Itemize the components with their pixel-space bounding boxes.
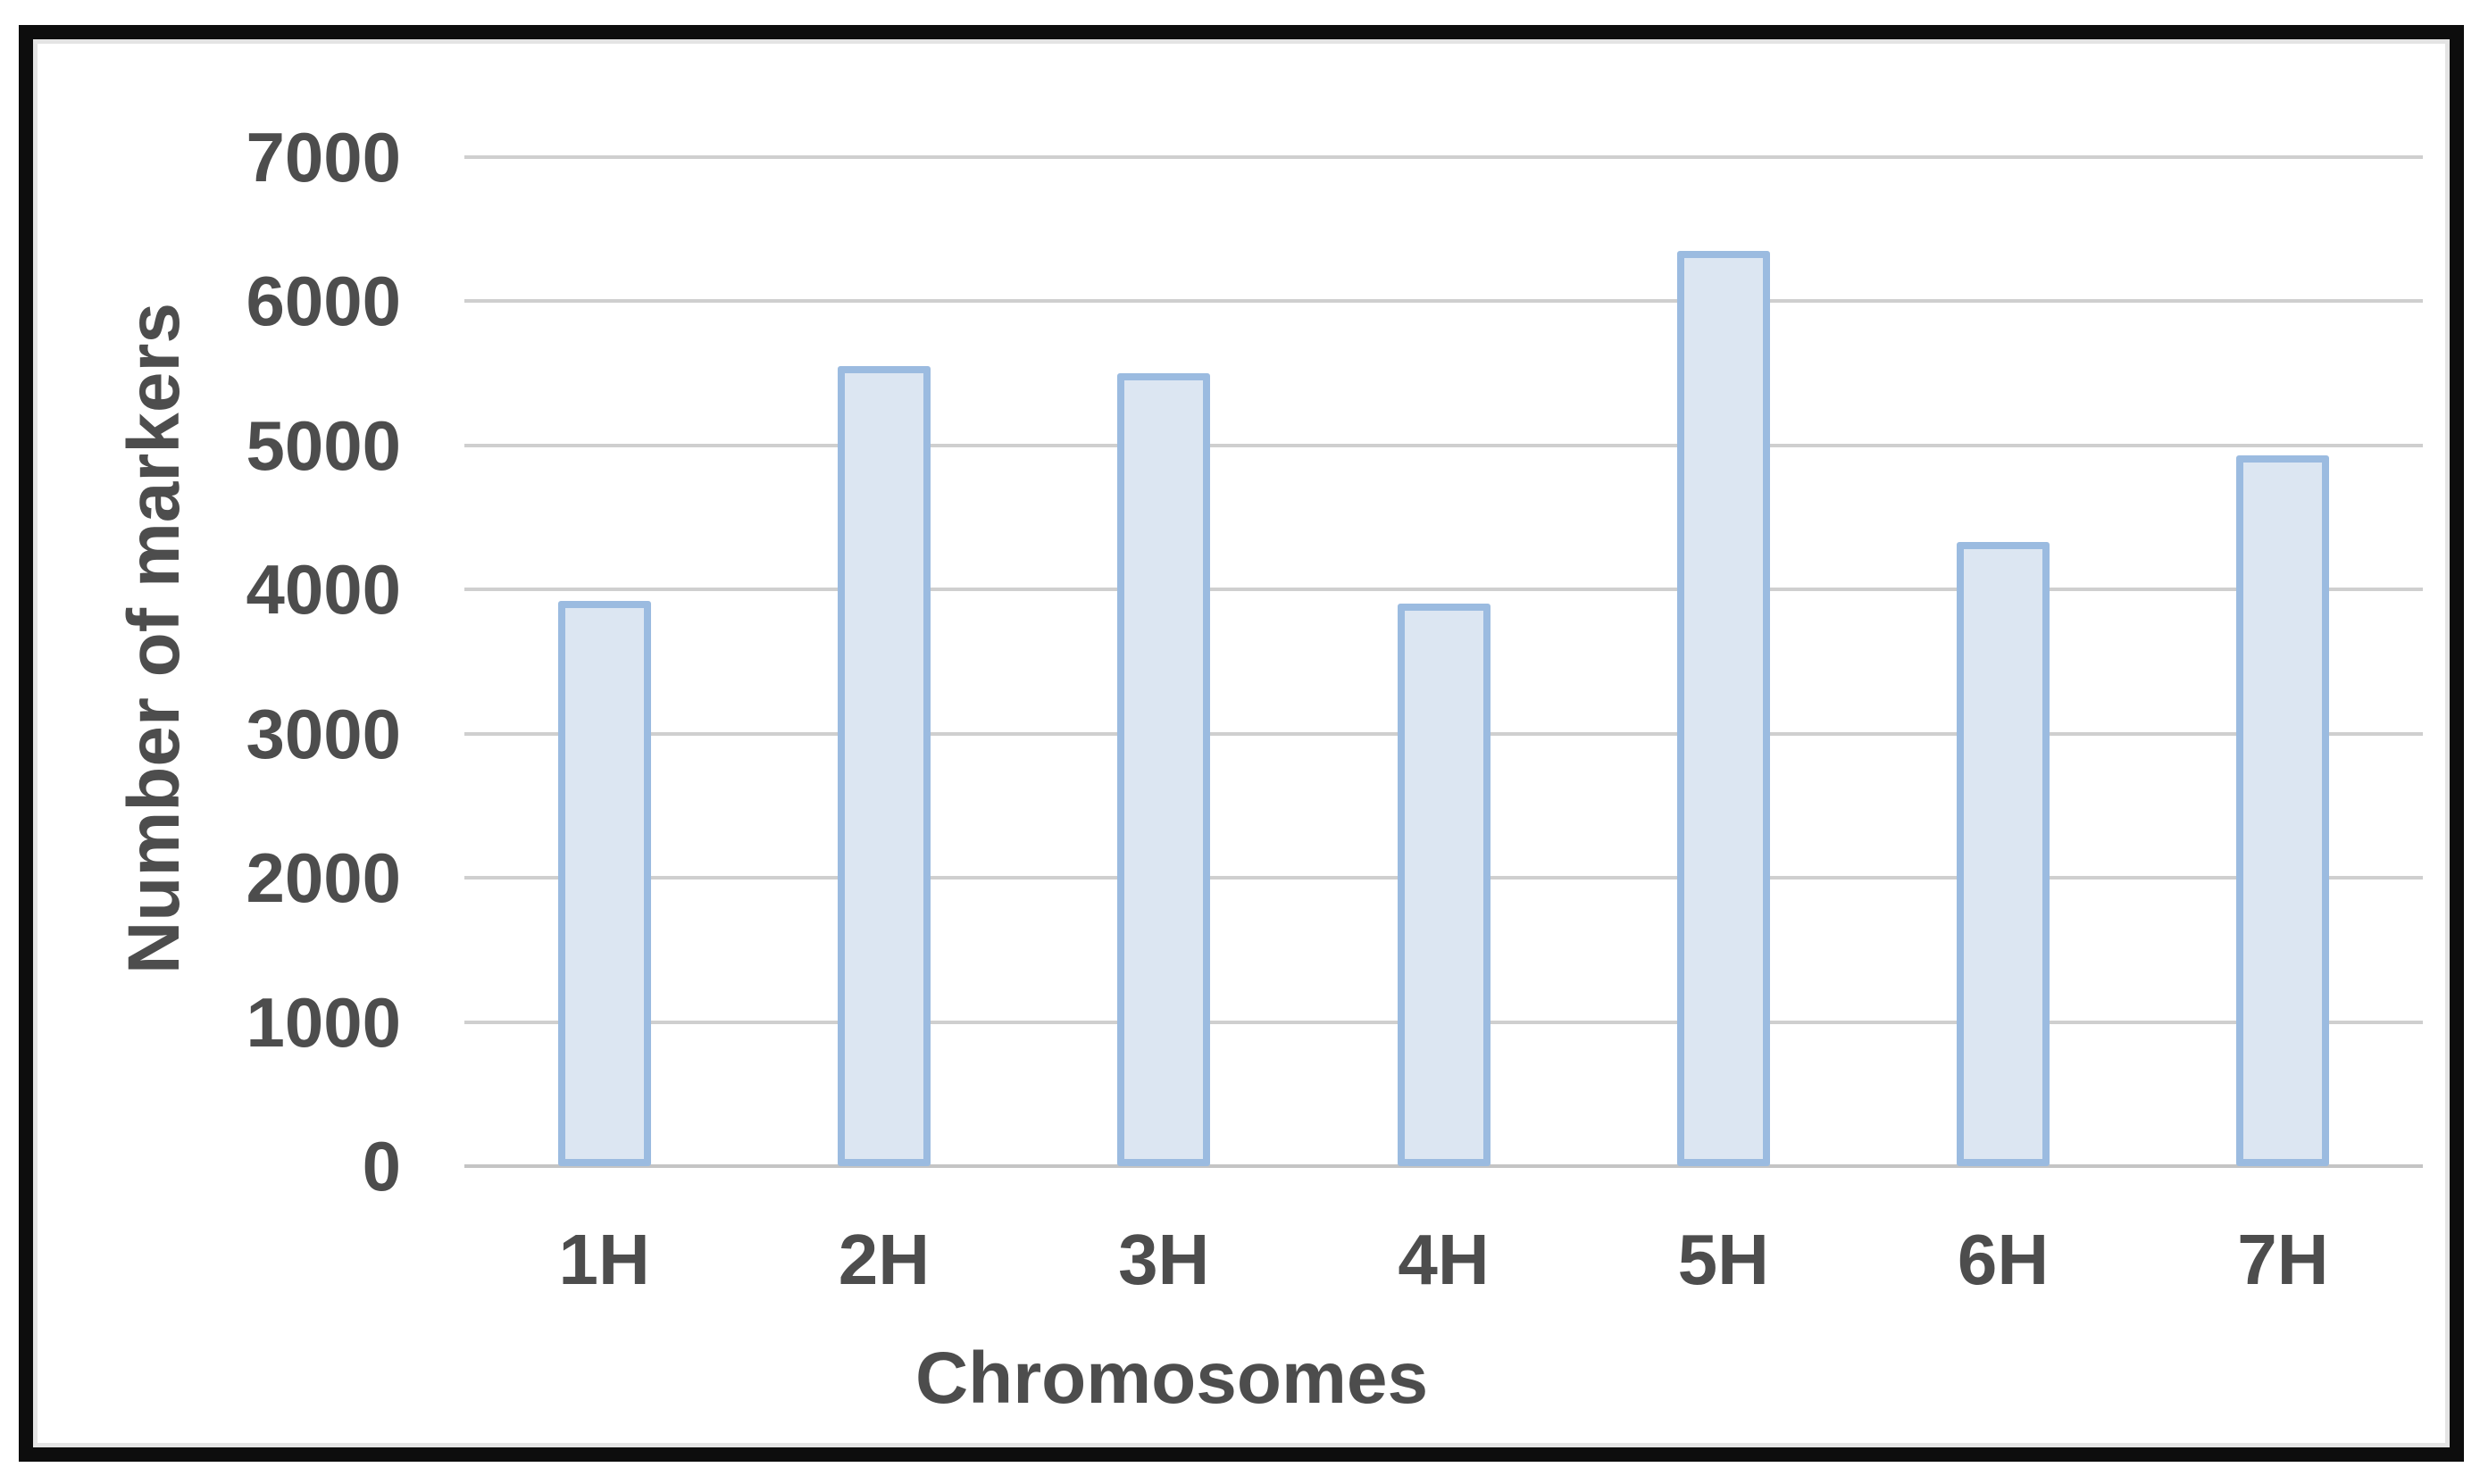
bar-6H	[1957, 542, 2050, 1166]
x-tick-label-1H: 1H	[558, 1220, 650, 1299]
x-tick-label-7H: 7H	[2237, 1220, 2329, 1299]
x-tick-label-4H: 4H	[1398, 1220, 1490, 1299]
bar-3H	[1117, 373, 1211, 1166]
bar-7H	[2236, 455, 2330, 1166]
gridline-5000	[464, 443, 2423, 447]
plot-area	[464, 155, 2423, 1168]
y-tick-label-0: 0	[362, 1127, 401, 1205]
y-tick-label-1000: 1000	[246, 982, 401, 1062]
bar-2H	[837, 366, 931, 1166]
gridline-0	[464, 1164, 2423, 1168]
y-tick-label-3000: 3000	[246, 694, 401, 773]
x-tick-label-2H: 2H	[838, 1220, 931, 1299]
bar-5H	[1676, 250, 1770, 1166]
y-tick-label-2000: 2000	[246, 838, 401, 918]
bar-1H	[557, 601, 651, 1166]
gridline-7000	[464, 155, 2423, 159]
y-tick-label-4000: 4000	[246, 550, 401, 629]
x-tick-label-6H: 6H	[1957, 1220, 2050, 1299]
y-tick-label-7000: 7000	[246, 118, 401, 196]
bar-4H	[1397, 604, 1491, 1166]
y-tick-label-5000: 5000	[246, 405, 401, 485]
y-tick-label-6000: 6000	[246, 262, 401, 341]
x-tick-label-3H: 3H	[1118, 1220, 1210, 1299]
chart-frame: Number of markers 0 1000 2000 3000 4000 5000 6…	[19, 25, 2464, 1462]
chart-area: Number of markers 0 1000 2000 3000 4000 5000 6…	[33, 39, 2450, 1447]
x-axis-title: Chromosomes	[914, 1338, 1429, 1419]
gridline-4000	[464, 588, 2423, 592]
x-tick-label-5H: 5H	[1677, 1220, 1769, 1299]
gridline-6000	[464, 299, 2423, 304]
